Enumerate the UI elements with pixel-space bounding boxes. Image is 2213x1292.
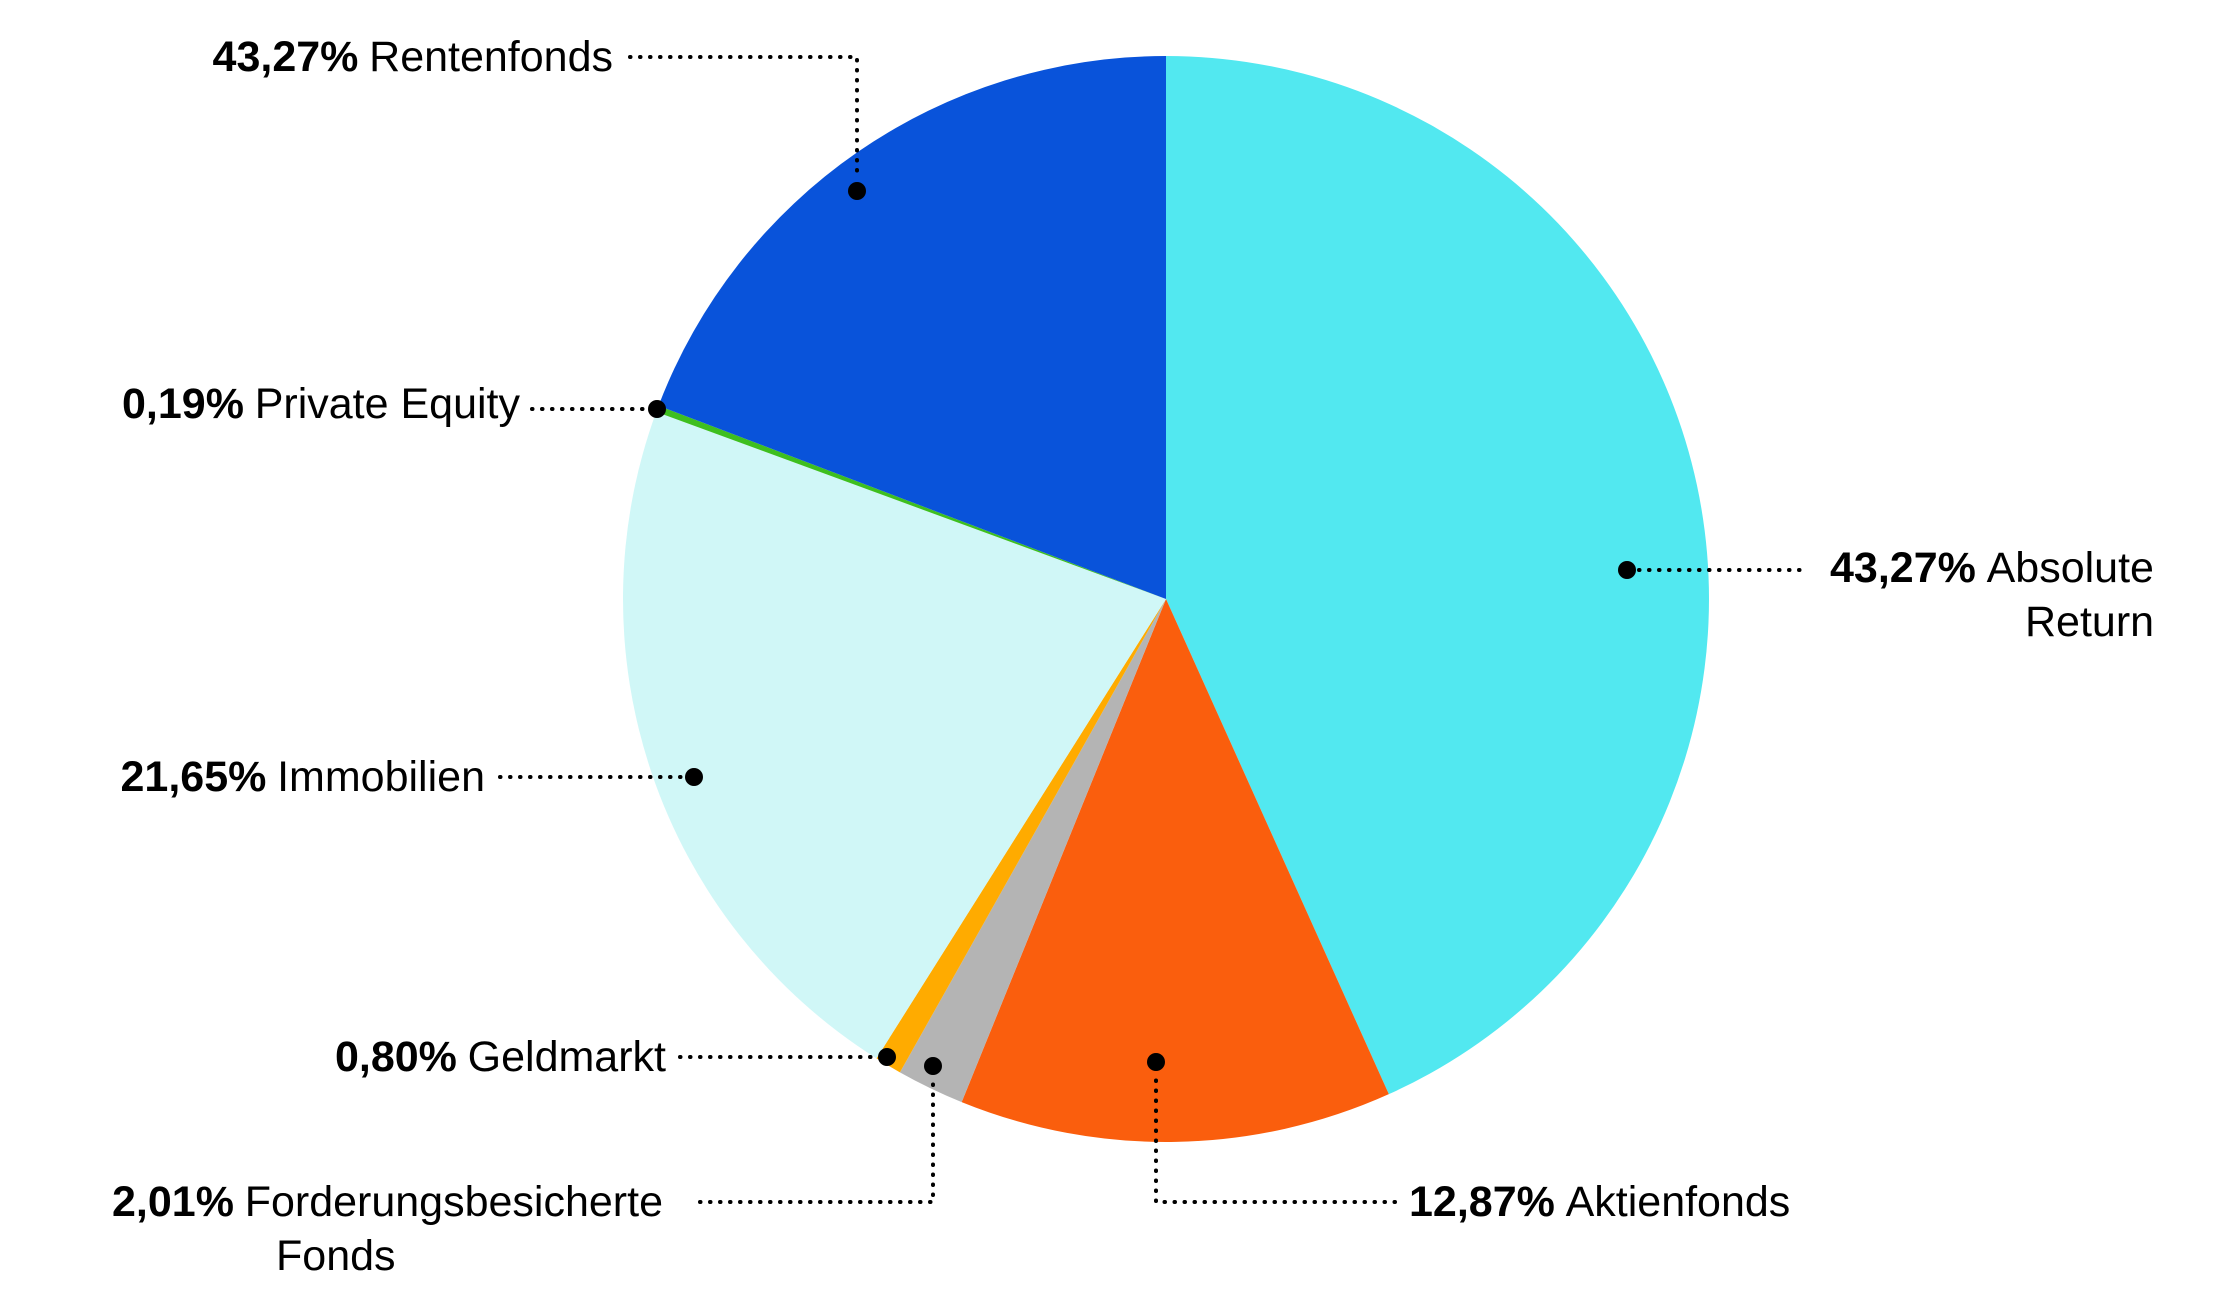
absolute-return-label-part-2: Return: [2025, 598, 2155, 646]
pie-slice-immobilien: [623, 411, 1166, 1059]
pie-slice-geldmarkt: [876, 599, 1166, 1073]
rentenfonds-label: Rentenfonds: [369, 33, 613, 81]
anchor-dot-forderungsbesicherte-fonds: [924, 1057, 942, 1075]
callout-geldmarkt: 0,80% Geldmarkt: [335, 1030, 666, 1084]
absolute-return-line-2: Return: [2025, 595, 2154, 649]
private-equity-percent: 0,19%: [122, 380, 244, 428]
callout-immobilien: 21,65% Immobilien: [121, 750, 486, 804]
callout-private-equity: 0,19% Private Equity: [122, 377, 520, 431]
callout-absolute-return: 43,27% Absolute Return: [1830, 541, 2154, 649]
pie-slice-aktienfonds: [961, 599, 1389, 1142]
absolute-return-label-part-1: Absolute: [1986, 544, 2154, 592]
pie-slice-private-equity: [656, 405, 1166, 599]
pie-slice-forderungsbesicherte-fonds: [899, 599, 1166, 1103]
immobilien-label: Immobilien: [277, 753, 485, 801]
anchor-dot-aktienfonds: [1147, 1053, 1165, 1071]
absolute-return-percent: 43,27%: [1830, 544, 1976, 592]
callout-forderungsbesicherte-fonds: 2,01% Forderungsbesicherte Fonds: [112, 1175, 663, 1283]
geldmarkt-label: Geldmarkt: [467, 1033, 666, 1081]
private-equity-label: Private Equity: [254, 380, 520, 428]
pie-slice-rentenfonds: [658, 56, 1166, 599]
forderungsbesicherte-line-2: Fonds: [276, 1229, 663, 1283]
leader-line-aktienfonds: [1154, 1072, 1397, 1204]
anchor-dot-geldmarkt: [878, 1048, 896, 1066]
anchor-dot-private-equity: [648, 400, 666, 418]
forderungsbesicherte-label-part-1: Forderungsbesicherte: [244, 1178, 663, 1226]
anchor-dot-immobilien: [685, 768, 703, 786]
forderungsbesicherte-label-part-2: Fonds: [276, 1232, 396, 1280]
callout-rentenfonds: 43,27% Rentenfonds: [213, 30, 613, 84]
aktienfonds-percent: 12,87%: [1409, 1178, 1555, 1226]
aktienfonds-label: Aktienfonds: [1565, 1178, 1791, 1226]
geldmarkt-percent: 0,80%: [334, 1033, 457, 1081]
rentenfonds-percent: 43,27%: [212, 33, 359, 81]
callout-aktienfonds: 12,87% Aktienfonds: [1409, 1175, 1790, 1229]
pie-slice-absolute-return: [1166, 56, 1709, 1095]
immobilien-percent: 21,65%: [120, 753, 267, 801]
forderungsbesicherte-line-1: 2,01% Forderungsbesicherte: [112, 1175, 663, 1229]
anchor-dot-rentenfonds: [848, 182, 866, 200]
leader-line-forderungsbesicherte-fonds: [698, 1076, 935, 1204]
forderungsbesicherte-percent: 2,01%: [112, 1178, 234, 1226]
leader-line-rentenfonds: [628, 55, 859, 182]
anchor-dot-absolute-return: [1618, 561, 1636, 579]
absolute-return-line-1: 43,27% Absolute: [1830, 541, 2154, 595]
